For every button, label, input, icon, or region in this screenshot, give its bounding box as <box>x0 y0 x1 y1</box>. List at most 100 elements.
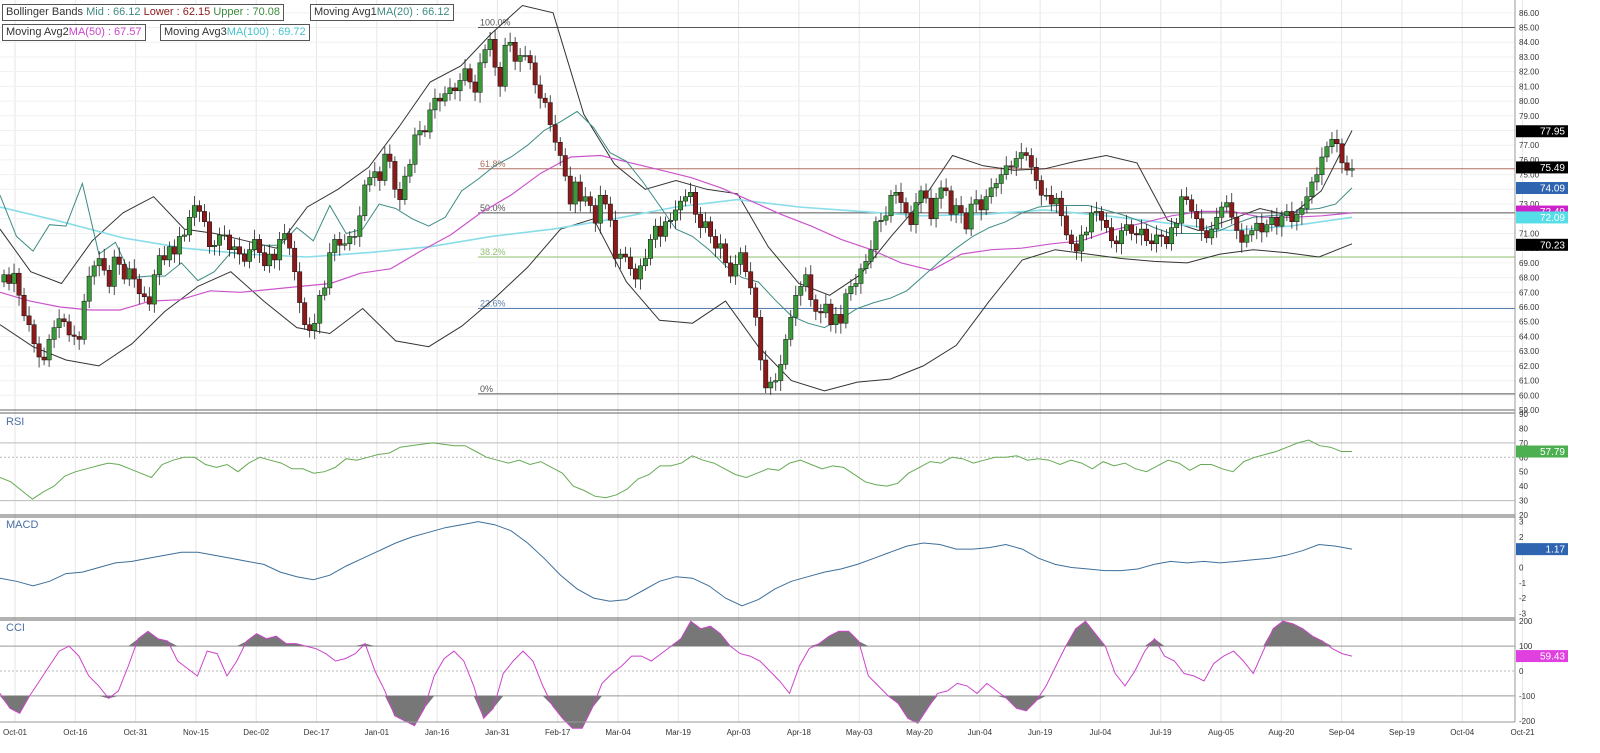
candle-body <box>472 81 478 93</box>
candle-body <box>181 234 187 237</box>
ma2-legend[interactable]: Moving Avg2MA(50) : 67.57 <box>2 24 146 41</box>
candle-body <box>868 249 874 262</box>
candle-body <box>312 322 318 331</box>
candle-body <box>893 192 899 196</box>
x-tick-label: Sep-04 <box>1329 728 1355 737</box>
rsi-panel: 90 80 70 60 50 40 30 20 57.79 <box>0 410 1568 520</box>
x-tick-label: May-20 <box>906 728 933 737</box>
candle-body <box>357 215 363 237</box>
candle-body <box>397 189 403 200</box>
candle-body <box>567 175 573 205</box>
cci-tick-label: 200 <box>1519 617 1533 626</box>
candle-body <box>918 190 924 203</box>
candle-body <box>1164 236 1170 245</box>
candle-body <box>958 205 964 214</box>
candle-body <box>1134 233 1139 236</box>
x-tick-label: Aug-20 <box>1268 728 1294 737</box>
candle-body <box>477 62 483 93</box>
candle-body <box>768 381 774 389</box>
candle-body <box>612 219 618 259</box>
price-tag-box <box>1516 211 1568 224</box>
macd-tick-label: 3 <box>1519 518 1524 527</box>
candle-body <box>983 196 989 211</box>
price-tag-label: 75.49 <box>1540 163 1565 174</box>
x-tick-label: Oct-04 <box>1450 728 1475 737</box>
candle-body <box>417 130 423 136</box>
candle-body <box>191 205 197 218</box>
candle-body <box>36 343 42 358</box>
y-tick-label: 63.00 <box>1519 347 1540 356</box>
candle-body <box>56 318 62 328</box>
x-tick-label: May-03 <box>846 728 873 737</box>
candle-body <box>928 197 934 220</box>
x-tick-label: Dec-17 <box>304 728 330 737</box>
candle-body <box>547 102 553 125</box>
bollinger-legend[interactable]: Bollinger Bands Mid : 66.12 Lower : 62.1… <box>2 4 284 21</box>
bollinger-legend-name: Bollinger Bands <box>6 6 84 18</box>
x-tick-label: Feb-17 <box>545 728 571 737</box>
candle-body <box>903 202 909 214</box>
candle-body <box>617 253 623 259</box>
rsi-tick-label: 80 <box>1519 424 1528 433</box>
candle-body <box>71 334 77 337</box>
candle-body <box>783 339 789 365</box>
y-tick-label: 79.00 <box>1519 112 1540 121</box>
candle-body <box>302 302 308 325</box>
candle-body <box>788 317 794 340</box>
candle-body <box>607 203 613 221</box>
candle-body <box>1319 156 1325 175</box>
candle-body <box>1073 243 1079 252</box>
candle-body <box>407 164 413 177</box>
candle-body <box>1154 234 1160 245</box>
ma1-legend[interactable]: Moving Avg1MA(20) : 66.12 <box>310 4 454 21</box>
y-tick-label: 73.00 <box>1519 200 1540 209</box>
candle-body <box>176 236 182 255</box>
ma3-legend[interactable]: Moving Avg3MA(100) : 69.72 <box>160 24 310 41</box>
grid <box>0 0 1523 722</box>
candle-body <box>953 205 959 215</box>
candle-body <box>1219 206 1225 218</box>
candle-body <box>242 253 247 262</box>
candle-body <box>758 317 764 361</box>
ma3-legend-name: Moving Avg3 <box>164 26 227 38</box>
candle-body <box>1209 228 1215 239</box>
fib-label: 50.0% <box>480 203 506 213</box>
fib-label: 38.2% <box>480 247 506 257</box>
candle-body <box>402 175 408 200</box>
candle-body <box>597 194 603 224</box>
y-tick-label: 86.00 <box>1519 9 1540 18</box>
price-tag-label: 70.23 <box>1540 240 1565 251</box>
candle-body <box>1093 211 1099 214</box>
bollinger-lower-line <box>0 218 1353 392</box>
candle-body <box>923 190 929 199</box>
candle-body <box>1023 152 1029 156</box>
candle-body <box>693 192 698 215</box>
candle-body <box>778 364 784 381</box>
candle-body <box>26 315 32 325</box>
candle-body <box>688 192 693 197</box>
candle-body <box>963 212 969 230</box>
candle-body <box>968 203 974 230</box>
x-tick-label: Oct-01 <box>3 728 28 737</box>
x-axis: Oct-01 Oct-16 Oct-31 Nov-15 Dec-02 Dec-17 Jan-… <box>0 721 1535 737</box>
candle-body <box>793 295 799 318</box>
candle-body <box>362 184 368 217</box>
candle-body <box>437 97 443 102</box>
candle-body <box>898 192 904 203</box>
candle-body <box>257 239 263 253</box>
candle-body <box>592 205 598 224</box>
candle-body <box>297 271 303 303</box>
candle-body <box>863 261 869 270</box>
candle-body <box>217 234 222 246</box>
candle-body <box>1179 196 1185 224</box>
fib-label: 61.8% <box>480 159 506 169</box>
candle-body <box>322 287 328 296</box>
candle-body <box>773 380 779 383</box>
candle-body <box>282 233 288 240</box>
candle-body <box>973 199 979 205</box>
rsi-line <box>0 439 1352 500</box>
rsi-tag-box <box>1516 445 1568 458</box>
candle-body <box>462 68 468 81</box>
candle-body <box>1028 155 1034 168</box>
